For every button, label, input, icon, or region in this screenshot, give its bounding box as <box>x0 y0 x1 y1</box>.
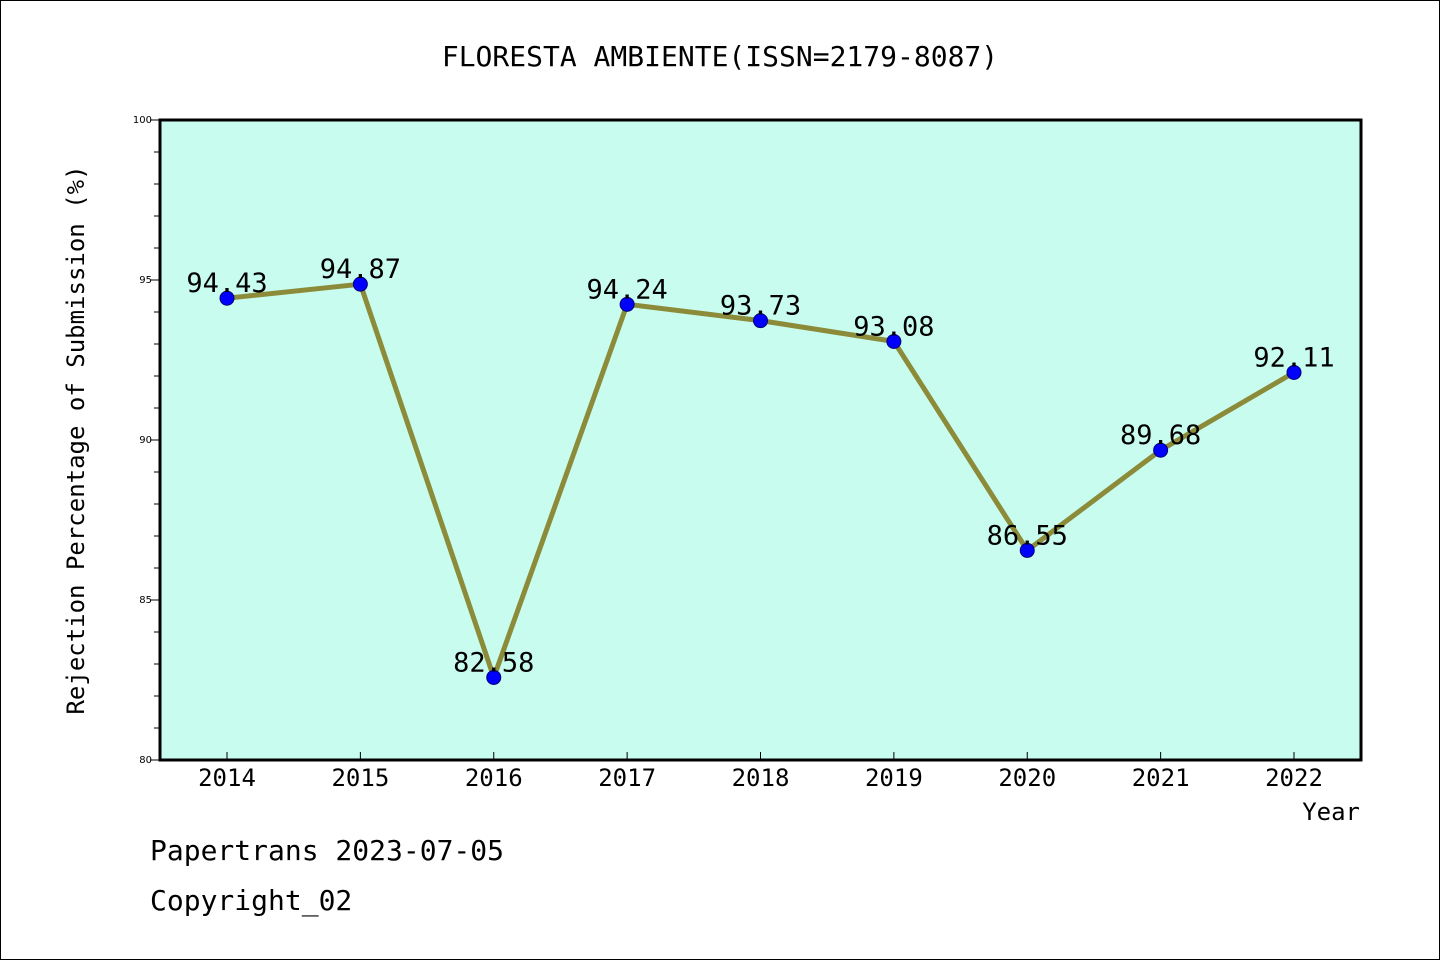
plot-area <box>158 118 1363 762</box>
y-axis-label: Rejection Percentage of Submission (%) <box>62 165 90 714</box>
chart-title: FLORESTA AMBIENTE(ISSN=2179-8087) <box>442 40 998 73</box>
y-tick-label: 80 <box>139 755 152 766</box>
data-label: 93.73 <box>720 291 801 322</box>
footer-source: Papertrans 2023-07-05 <box>150 834 505 867</box>
x-tick-label: 2016 <box>465 764 523 792</box>
data-point <box>1286 364 1302 380</box>
data-label: 94.87 <box>320 254 401 285</box>
x-axis-ticks: 2014 2015 2016 2017 2018 2019 2020 2021 2022 <box>198 752 1323 792</box>
y-axis-ticks: 80 85 90 95 100 <box>133 115 160 766</box>
x-tick-label: 2015 <box>331 764 389 792</box>
data-point <box>753 313 768 329</box>
y-tick-label: 85 <box>139 595 152 606</box>
data-label: 82.58 <box>453 647 534 678</box>
x-tick-label: 2021 <box>1132 764 1190 792</box>
data-point <box>352 276 368 292</box>
x-tick-label: 2019 <box>865 764 923 792</box>
x-tick-label: 2014 <box>198 764 256 792</box>
data-point <box>486 669 502 685</box>
data-point <box>1153 442 1169 458</box>
data-point <box>1019 542 1035 558</box>
x-axis-label: Year <box>1302 798 1360 826</box>
x-tick-label: 2022 <box>1265 764 1323 792</box>
footer-copyright: Copyright_02 <box>150 884 353 917</box>
x-tick-label: 2018 <box>732 764 790 792</box>
y-tick-label: 95 <box>139 275 152 286</box>
data-label: 86.55 <box>987 520 1068 551</box>
series-layer: 94.43 94.87 82.58 94.24 93.73 93.08 86.55 89.68… <box>186 254 1335 685</box>
data-label: 93.08 <box>853 311 934 342</box>
data-label: 94.24 <box>586 274 667 305</box>
y-tick-label: 100 <box>133 115 152 126</box>
data-label: 92.11 <box>1253 342 1334 373</box>
data-point <box>619 296 635 312</box>
data-label: 94.43 <box>186 268 267 299</box>
data-point <box>219 290 235 306</box>
y-tick-label: 90 <box>139 435 152 446</box>
data-label: 89.68 <box>1120 420 1201 451</box>
x-tick-label: 2020 <box>998 764 1056 792</box>
x-tick-label: 2017 <box>598 764 656 792</box>
data-point <box>886 333 902 349</box>
